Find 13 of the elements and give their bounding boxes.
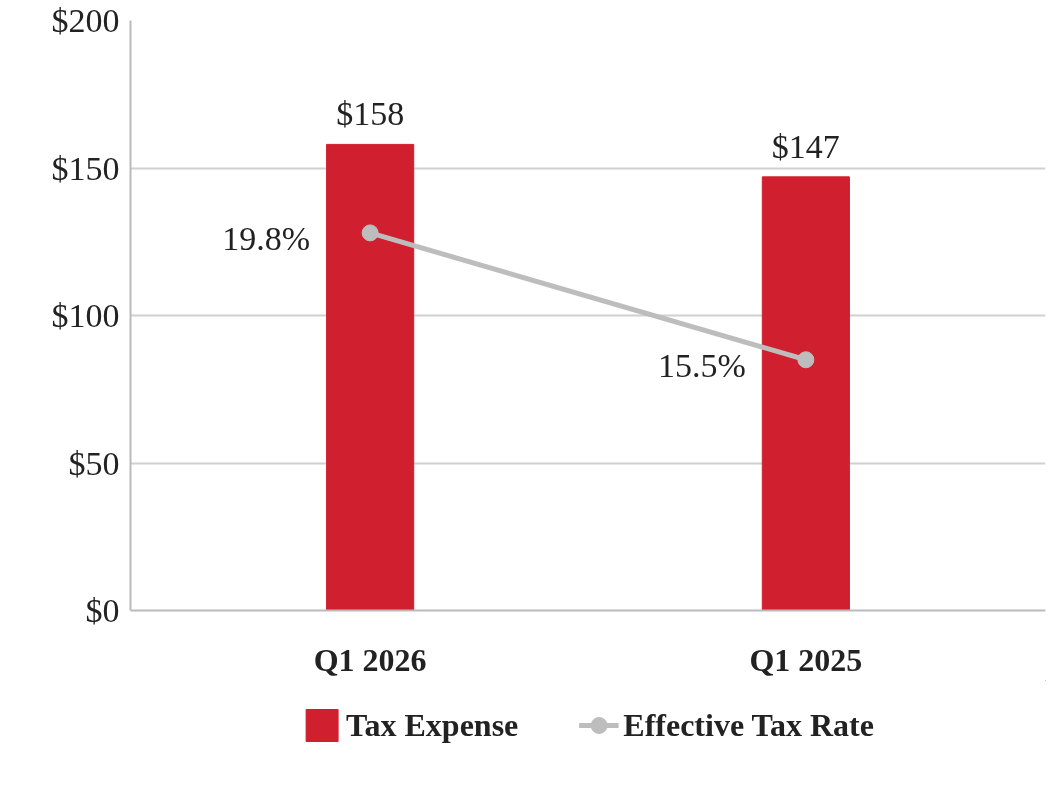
data-label: $158 bbox=[336, 95, 405, 133]
y-tick-label: $100 bbox=[51, 297, 120, 334]
y-tick-label: $50 bbox=[68, 444, 120, 482]
legend-label: Tax Expense bbox=[346, 706, 519, 744]
data-label: 19.8% bbox=[222, 220, 311, 258]
x-tick-label: Q1 2025 bbox=[749, 641, 863, 678]
data-label: 15.5% bbox=[658, 347, 746, 385]
y-tick-label: $200 bbox=[51, 2, 120, 39]
x-tick-label: Q1 2026 bbox=[313, 641, 427, 678]
y-tick-label: $150 bbox=[51, 149, 120, 187]
y-tick-label: $0 bbox=[85, 592, 120, 629]
data-label: $147 bbox=[771, 127, 840, 165]
legend-label: Effective Tax Rate bbox=[623, 706, 874, 744]
